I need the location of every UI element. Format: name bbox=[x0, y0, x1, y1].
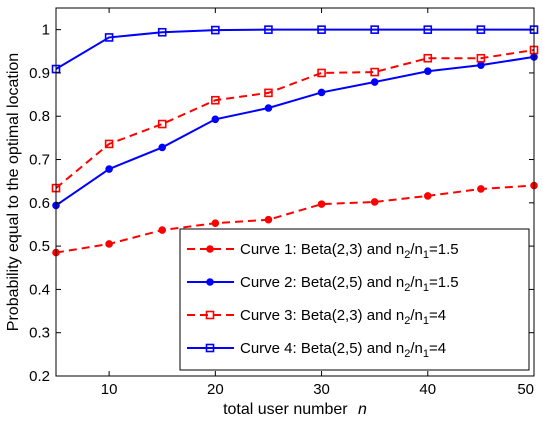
y-tick-label: 0.9 bbox=[29, 65, 50, 82]
y-tick-label: 0.5 bbox=[29, 238, 50, 255]
series-1-point bbox=[423, 192, 432, 200]
y-tick-label: 0.7 bbox=[29, 152, 50, 169]
legend-marker-2 bbox=[206, 278, 214, 286]
series-3-point bbox=[157, 119, 167, 129]
legend-marker-3 bbox=[205, 310, 215, 320]
series-4-point bbox=[370, 25, 379, 34]
y-tick-label: 0.6 bbox=[29, 195, 50, 212]
series-4-point bbox=[211, 25, 220, 35]
series-2-point bbox=[317, 88, 326, 97]
x-tick-label: 50 bbox=[517, 381, 534, 398]
legend-marker-4 bbox=[205, 343, 215, 353]
x-axis-title-text: total user number bbox=[223, 401, 348, 418]
series-3-point bbox=[317, 68, 326, 78]
x-tick-label: 40 bbox=[419, 381, 436, 398]
y-tick-label: 1 bbox=[42, 22, 50, 39]
series-2-point bbox=[370, 78, 379, 86]
y-axis-title: Probability equal to the optimal locatio… bbox=[5, 53, 22, 331]
series-1-point bbox=[264, 215, 273, 224]
series-3-point bbox=[370, 67, 379, 77]
series-4-point bbox=[157, 27, 167, 37]
legend: Curve 1: Beta(2,3) and n2/n1=1.5 Curve 2:… bbox=[179, 228, 530, 371]
series-1-point bbox=[158, 226, 167, 234]
series-3-point bbox=[211, 95, 220, 105]
series-3-point bbox=[423, 53, 433, 63]
x-tick-label: 20 bbox=[207, 381, 224, 398]
series-4-point bbox=[264, 25, 273, 34]
plot-area bbox=[51, 25, 539, 257]
x-axis-title: total user number n bbox=[223, 401, 367, 418]
legend-marker-1 bbox=[206, 245, 214, 253]
plot-frame bbox=[55, 7, 535, 377]
series-2-point bbox=[211, 115, 220, 124]
legend-box bbox=[179, 228, 530, 371]
legend-label-1: Curve 1: Beta(2,3) and n2/n1=1.5 bbox=[240, 241, 459, 261]
axes: 10 20 30 40 50 0.2 0.3 0.4 0.5 0.6 0.7 0.8 0.9 1 bbox=[29, 7, 535, 398]
series-line-3 bbox=[55, 49, 535, 189]
series-3-point bbox=[476, 53, 486, 63]
x-axis-title-variable: n bbox=[358, 401, 367, 418]
series-1-point bbox=[211, 219, 220, 227]
series-2-point bbox=[158, 143, 167, 152]
legend-label-4: Curve 4: Beta(2,5) and n2/n1=4 bbox=[240, 340, 446, 360]
series-1-point bbox=[477, 185, 485, 193]
y-tick-label: 0.4 bbox=[29, 281, 50, 298]
y-tick-label: 0.2 bbox=[29, 368, 50, 385]
legend-label-2: Curve 2: Beta(2,5) and n2/n1=1.5 bbox=[240, 274, 459, 294]
series-4-point bbox=[317, 25, 326, 34]
series-2-point bbox=[477, 61, 485, 69]
x-tick-label: 10 bbox=[101, 381, 118, 398]
series-3-point bbox=[264, 88, 273, 98]
x-tick-label: 30 bbox=[313, 381, 330, 398]
series-4-point bbox=[104, 33, 114, 42]
series-2-point bbox=[423, 67, 432, 76]
series-1-point bbox=[317, 200, 326, 208]
legend-label-3: Curve 3: Beta(2,3) and n2/n1=4 bbox=[240, 307, 446, 327]
series-line-4 bbox=[55, 28, 534, 70]
series-2-point bbox=[105, 165, 113, 173]
series-4-point bbox=[423, 25, 433, 34]
series-line-1 bbox=[55, 184, 535, 254]
y-tick-label: 0.3 bbox=[29, 325, 50, 342]
series-1-point bbox=[370, 198, 379, 206]
series-line-2 bbox=[55, 55, 535, 207]
series-4-point bbox=[476, 25, 486, 34]
series-2-point bbox=[264, 104, 273, 112]
y-tick-label: 0.8 bbox=[29, 108, 50, 125]
series-3-point bbox=[104, 139, 114, 149]
series-1-point bbox=[105, 240, 113, 248]
